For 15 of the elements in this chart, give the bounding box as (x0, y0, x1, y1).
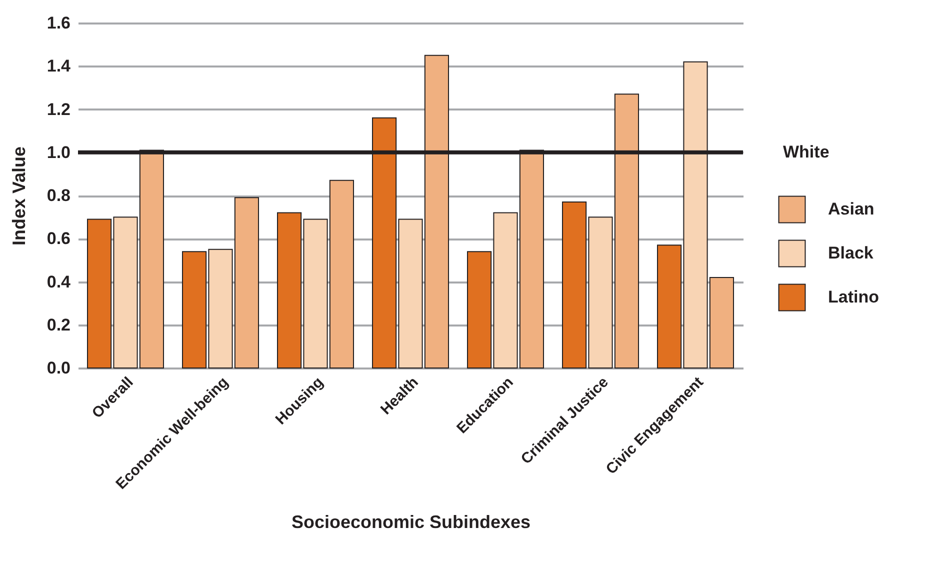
y-axis-title: Index Value (8, 146, 29, 246)
legend-label: Black (828, 244, 874, 262)
y-tick-label: 0.4 (46, 272, 72, 292)
y-tick-label: 0.8 (46, 186, 70, 205)
y-tick-label: 0.0 (46, 358, 70, 378)
y-tick-label: 0.6 (46, 229, 70, 248)
y-tick-label: 0.2 (46, 315, 70, 334)
y-tick-label: 1.4 (46, 56, 72, 76)
ref-line-label: White (783, 142, 830, 162)
legend-label: Latino (828, 288, 879, 306)
x-axis-title: Socioeconomic Subindexes (291, 512, 531, 532)
y-tick-label: 1.6 (46, 14, 70, 32)
legend-label: Asian (828, 200, 874, 218)
y-tick-label: 1.0 (46, 142, 70, 162)
y-tick-label: 1.2 (46, 100, 70, 119)
